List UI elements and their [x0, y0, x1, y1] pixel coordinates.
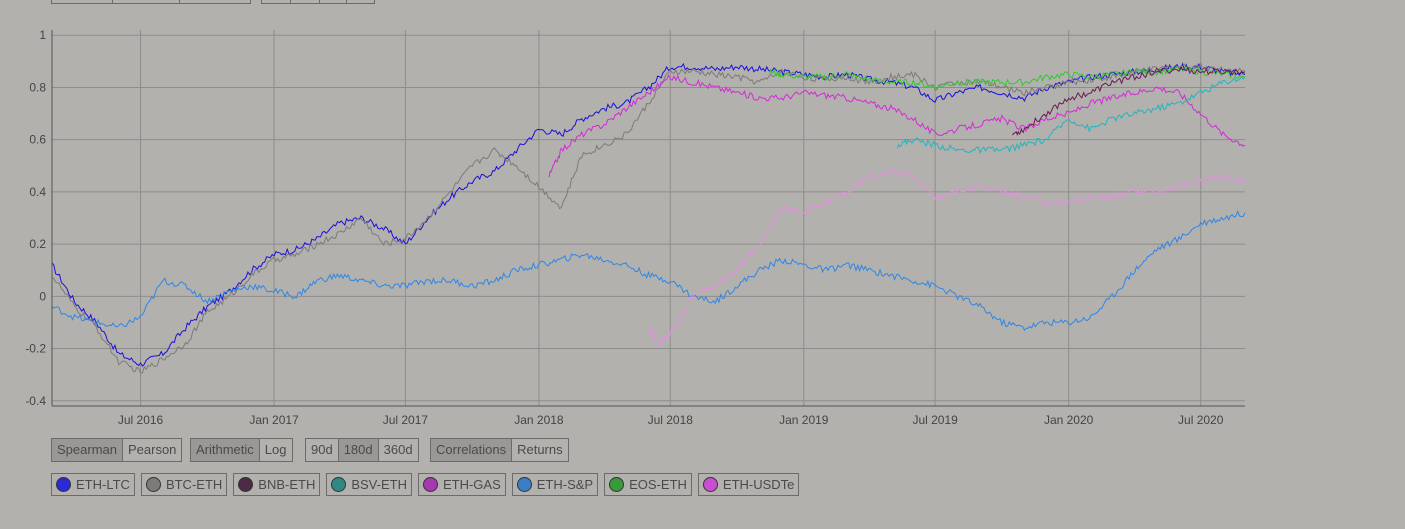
legend-color-dot [145, 477, 161, 492]
legend-item[interactable]: ETH-GAS [417, 473, 506, 496]
legend-color-dot [331, 477, 347, 492]
series-line-bnb-eth [1011, 65, 1246, 136]
window-180d-button[interactable]: 180d [338, 439, 379, 461]
series-line-btc-eth [51, 62, 1246, 374]
x-tick-label: Jan 2017 [249, 413, 299, 427]
pearson-button[interactable]: Pearson [122, 439, 182, 461]
x-tick-label: Jul 2016 [118, 413, 164, 427]
log-button[interactable]: Log [259, 439, 292, 461]
legend-label: ETH-LTC [76, 477, 130, 492]
legend-label: BSV-ETH [351, 477, 407, 492]
legend-label: EOS-ETH [629, 477, 687, 492]
legend-label: BNB-ETH [258, 477, 316, 492]
y-tick-label: 0.8 [29, 80, 46, 94]
legend-item[interactable]: ETH-S&P [511, 473, 599, 496]
legend-item[interactable]: BNB-ETH [233, 473, 321, 496]
window-90d-button[interactable]: 90d [306, 439, 339, 461]
legend-item[interactable]: EOS-ETH [604, 473, 692, 496]
x-tick-label: Jul 2020 [1178, 413, 1224, 427]
legend-item[interactable]: ETH-LTC [51, 473, 135, 496]
arithmetic-button[interactable]: Arithmetic [191, 439, 260, 461]
legend-color-dot [609, 477, 625, 492]
series-line-eth-usdte [548, 73, 1246, 178]
series-line-eth-s-p [51, 210, 1246, 332]
legend-item[interactable]: BSV-ETH [326, 473, 412, 496]
window-toggle: 90d 180d 360d [305, 438, 419, 462]
legend-color-dot [422, 477, 438, 492]
y-tick-label: -0.4 [25, 394, 46, 408]
returns-button[interactable]: Returns [512, 439, 568, 461]
legend-item[interactable]: BTC-ETH [140, 473, 228, 496]
correlations-button[interactable]: Correlations [431, 439, 513, 461]
legend-color-dot [238, 477, 254, 492]
y-tick-label: 0 [39, 289, 46, 303]
x-tick-label: Jan 2018 [514, 413, 564, 427]
series-lines [51, 62, 1246, 374]
x-tick-label: Jul 2018 [648, 413, 694, 427]
legend-color-dot [516, 477, 532, 492]
x-tick-label: Jul 2017 [383, 413, 429, 427]
top-control-group-stub [51, 0, 251, 4]
correlation-chart: 1 0.8 0.6 0.4 0.2 0 -0.2 -0.4 Jul 2016 Jan 2017 Ju… [25, 28, 1246, 427]
y-tick-label: 0.4 [29, 185, 46, 199]
legend-item[interactable]: ETH-USDTe [697, 473, 800, 496]
y-tick-label: 0.2 [29, 237, 46, 251]
method-toggle: Spearman Pearson [51, 438, 183, 462]
scale-toggle: Arithmetic Log [190, 438, 293, 462]
x-tick-label: Jan 2020 [1044, 413, 1094, 427]
axes: 1 0.8 0.6 0.4 0.2 0 -0.2 -0.4 Jul 2016 Jan 2017 Ju… [25, 28, 1245, 427]
window-360d-button[interactable]: 360d [378, 439, 418, 461]
series-line-bsv-eth [896, 75, 1246, 155]
x-tick-label: Jul 2019 [912, 413, 958, 427]
legend: ETH-LTC BTC-ETH BNB-ETH BSV-ETH ETH-GAS ETH-S… [51, 473, 800, 496]
grid [52, 30, 1245, 406]
x-tick-label: Jan 2019 [779, 413, 829, 427]
y-tick-label: 1 [39, 28, 46, 42]
top-control-group-stub-2 [261, 0, 375, 4]
y-tick-label: 0.6 [29, 133, 46, 147]
y-tick-label: -0.2 [25, 342, 46, 356]
spearman-button[interactable]: Spearman [52, 439, 123, 461]
legend-label: ETH-USDTe [722, 477, 795, 492]
legend-label: ETH-GAS [442, 477, 501, 492]
series-line-eth-gas [648, 167, 1246, 347]
legend-color-dot [56, 477, 71, 492]
legend-color-dot [702, 477, 718, 492]
legend-label: BTC-ETH [165, 477, 223, 492]
view-toggle: Correlations Returns [430, 438, 569, 462]
legend-label: ETH-S&P [536, 477, 594, 492]
